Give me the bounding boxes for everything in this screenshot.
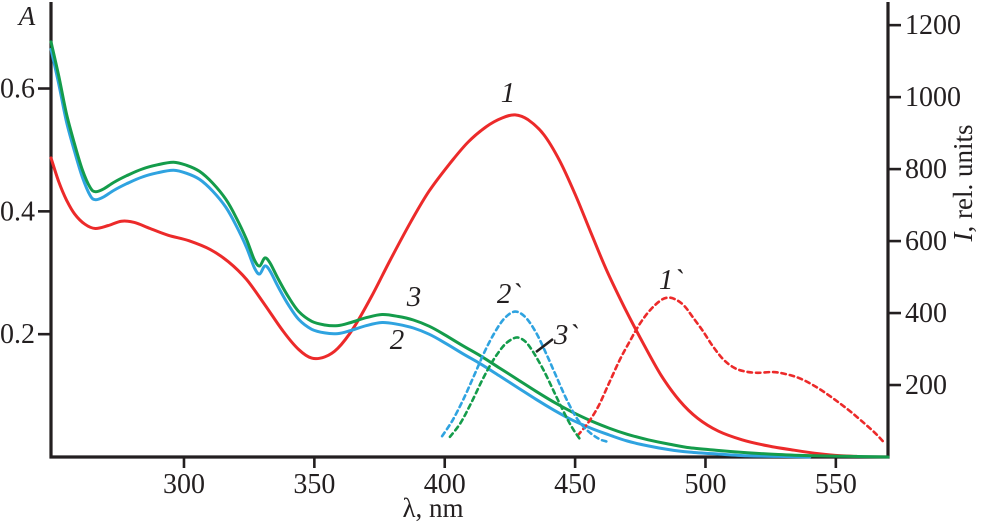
- spectra-curves: [49, 40, 890, 459]
- curve-1: [49, 113, 859, 458]
- axis-ticks: 300 350 400 450 500 550 0.2 0.4 0.6 200 400 600 800 1…: [0, 10, 961, 500]
- y-right-tick-label-200: 200: [905, 370, 947, 401]
- leader-line-3-prime: [535, 337, 554, 354]
- curve-label-1-prime: 1`: [659, 264, 684, 296]
- curve-label-2-prime: 2`: [497, 278, 522, 310]
- y-left-tick-label-0.6: 0.6: [0, 74, 35, 105]
- y-left-tick-label-0.4: 0.4: [0, 196, 35, 227]
- y-left-axis-title: A: [17, 1, 36, 31]
- y-right-tick-label-600: 600: [905, 226, 947, 257]
- y-right-axis-title: I, rel. units: [948, 125, 978, 243]
- y-left-tick-label-0.2: 0.2: [0, 319, 35, 350]
- x-tick-label-450: 450: [554, 469, 596, 500]
- x-tick-label-550: 550: [815, 469, 857, 500]
- x-tick-label-500: 500: [684, 469, 726, 500]
- axes-frame: [49, 2, 890, 459]
- x-tick-label-400: 400: [424, 469, 466, 500]
- y-right-tick-label-800: 800: [905, 154, 947, 185]
- curve-1p: [576, 296, 885, 443]
- curve-3p: [448, 336, 582, 441]
- curve-2p: [440, 310, 608, 443]
- x-tick-label-300: 300: [163, 469, 205, 500]
- y-right-tick-label-1200: 1200: [905, 10, 961, 41]
- curve-3: [49, 40, 890, 459]
- x-axis-title: λ, nm: [402, 493, 463, 523]
- curve-2: [49, 47, 812, 459]
- curve-label-3-prime: 3`: [553, 319, 579, 351]
- curve-label-1: 1: [501, 77, 516, 109]
- curve-label-2: 2: [390, 324, 405, 356]
- curve-label-3: 3: [406, 281, 422, 313]
- x-tick-label-350: 350: [293, 469, 335, 500]
- y-right-tick-label-1000: 1000: [905, 82, 961, 113]
- y-right-tick-label-400: 400: [905, 298, 947, 329]
